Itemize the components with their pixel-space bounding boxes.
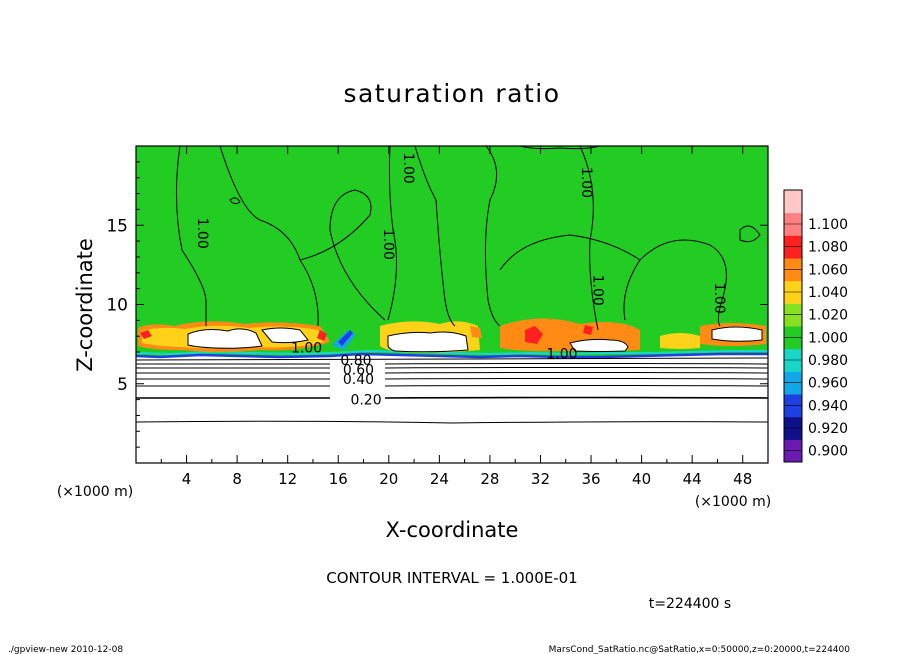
y-tick-label: 5: [117, 375, 128, 395]
boundary-band-cyan: [135, 349, 768, 356]
contour-interval-note: CONTOUR INTERVAL = 1.000E-01: [326, 569, 577, 587]
contour-label: 1.00: [590, 275, 606, 306]
contour-label: 0.80: [340, 353, 371, 369]
time-label: t=224400 s: [649, 596, 731, 612]
contour-label: 1.00: [380, 229, 396, 260]
cloud-patches: [138, 318, 766, 353]
contour-label: 0.60: [343, 362, 374, 378]
colorbar-label: 1.100: [808, 217, 848, 233]
colorbar-label: 1.000: [808, 330, 848, 346]
colorbar: 0.900 0.920 0.940 0.960 0.980 1.000 1.020 1.040…: [783, 189, 848, 463]
colorbar-label: 0.920: [808, 421, 848, 437]
x-tick-label: 24: [430, 470, 449, 488]
contour-label: 0.20: [350, 393, 381, 409]
colorbar-label: 0.900: [808, 444, 848, 460]
colorbar-frame: [783, 189, 803, 463]
chart-title: saturation ratio: [343, 79, 560, 108]
x-axis-label: X-coordinate: [386, 518, 519, 542]
y-axis-label: Z-coordinate: [73, 238, 97, 372]
colorbar-label: 0.940: [808, 398, 848, 414]
plot-area: 0.20 0.400.600.80 1.00 1.00 1.00 1.00 1.00 1.00…: [135, 145, 769, 464]
contour-label: 1.00: [400, 153, 416, 184]
x-tick-label: 12: [278, 470, 297, 488]
x-tick-label: 40: [632, 470, 651, 488]
x-tick-label: 16: [329, 470, 348, 488]
contour-label: 0.40: [343, 372, 374, 388]
boundary-band-blue: [135, 352, 768, 359]
x-tick-label: 32: [531, 470, 550, 488]
x-axis: 4 8 12 16 20 24 28 32 36 40 44 48: [160, 146, 752, 488]
colorbar-label: 0.980: [808, 353, 848, 369]
colorbar-label: 0.960: [808, 376, 848, 392]
contour-label: 1.00: [578, 167, 594, 198]
contour-labels: 0.20 0.400.600.80 1.00 1.00 1.00 1.00 1.00 1.00…: [194, 153, 727, 409]
y-tick-label: 10: [106, 296, 128, 316]
contour-lines-upper: [175, 145, 761, 331]
contour-label: 1.00: [291, 340, 322, 356]
colorbar-label: 1.060: [808, 262, 848, 278]
subsaturated-region: [136, 354, 768, 463]
contour-label: 1.00: [194, 218, 210, 249]
colorbar-label: 1.080: [808, 240, 848, 256]
x-axis-unit: (×1000 m): [695, 494, 771, 510]
x-tick-label: 20: [379, 470, 398, 488]
x-tick-label: 44: [683, 470, 702, 488]
x-tick-label: 28: [480, 470, 499, 488]
colorbar-label: 1.040: [808, 285, 848, 301]
footer-right: MarsCond_SatRatio.nc@SatRatio,x=0:50000,…: [549, 645, 851, 654]
footer-left: ./gpview-new 2010-12-08: [8, 645, 123, 654]
x-tick-label: 8: [232, 470, 242, 488]
x-tick-label: 48: [733, 470, 752, 488]
y-tick-label: 15: [106, 216, 128, 236]
y-axis-unit: (×1000 m): [57, 484, 133, 500]
colorbar-swatch: [784, 190, 802, 214]
x-tick-label: 36: [581, 470, 600, 488]
y-axis: 5 10 15: [106, 161, 768, 448]
x-tick-label: 4: [182, 470, 192, 488]
contour-label: 1.00: [546, 347, 577, 363]
colorbar-label: 1.020: [808, 308, 848, 324]
contour-label: 1.00: [711, 283, 727, 314]
